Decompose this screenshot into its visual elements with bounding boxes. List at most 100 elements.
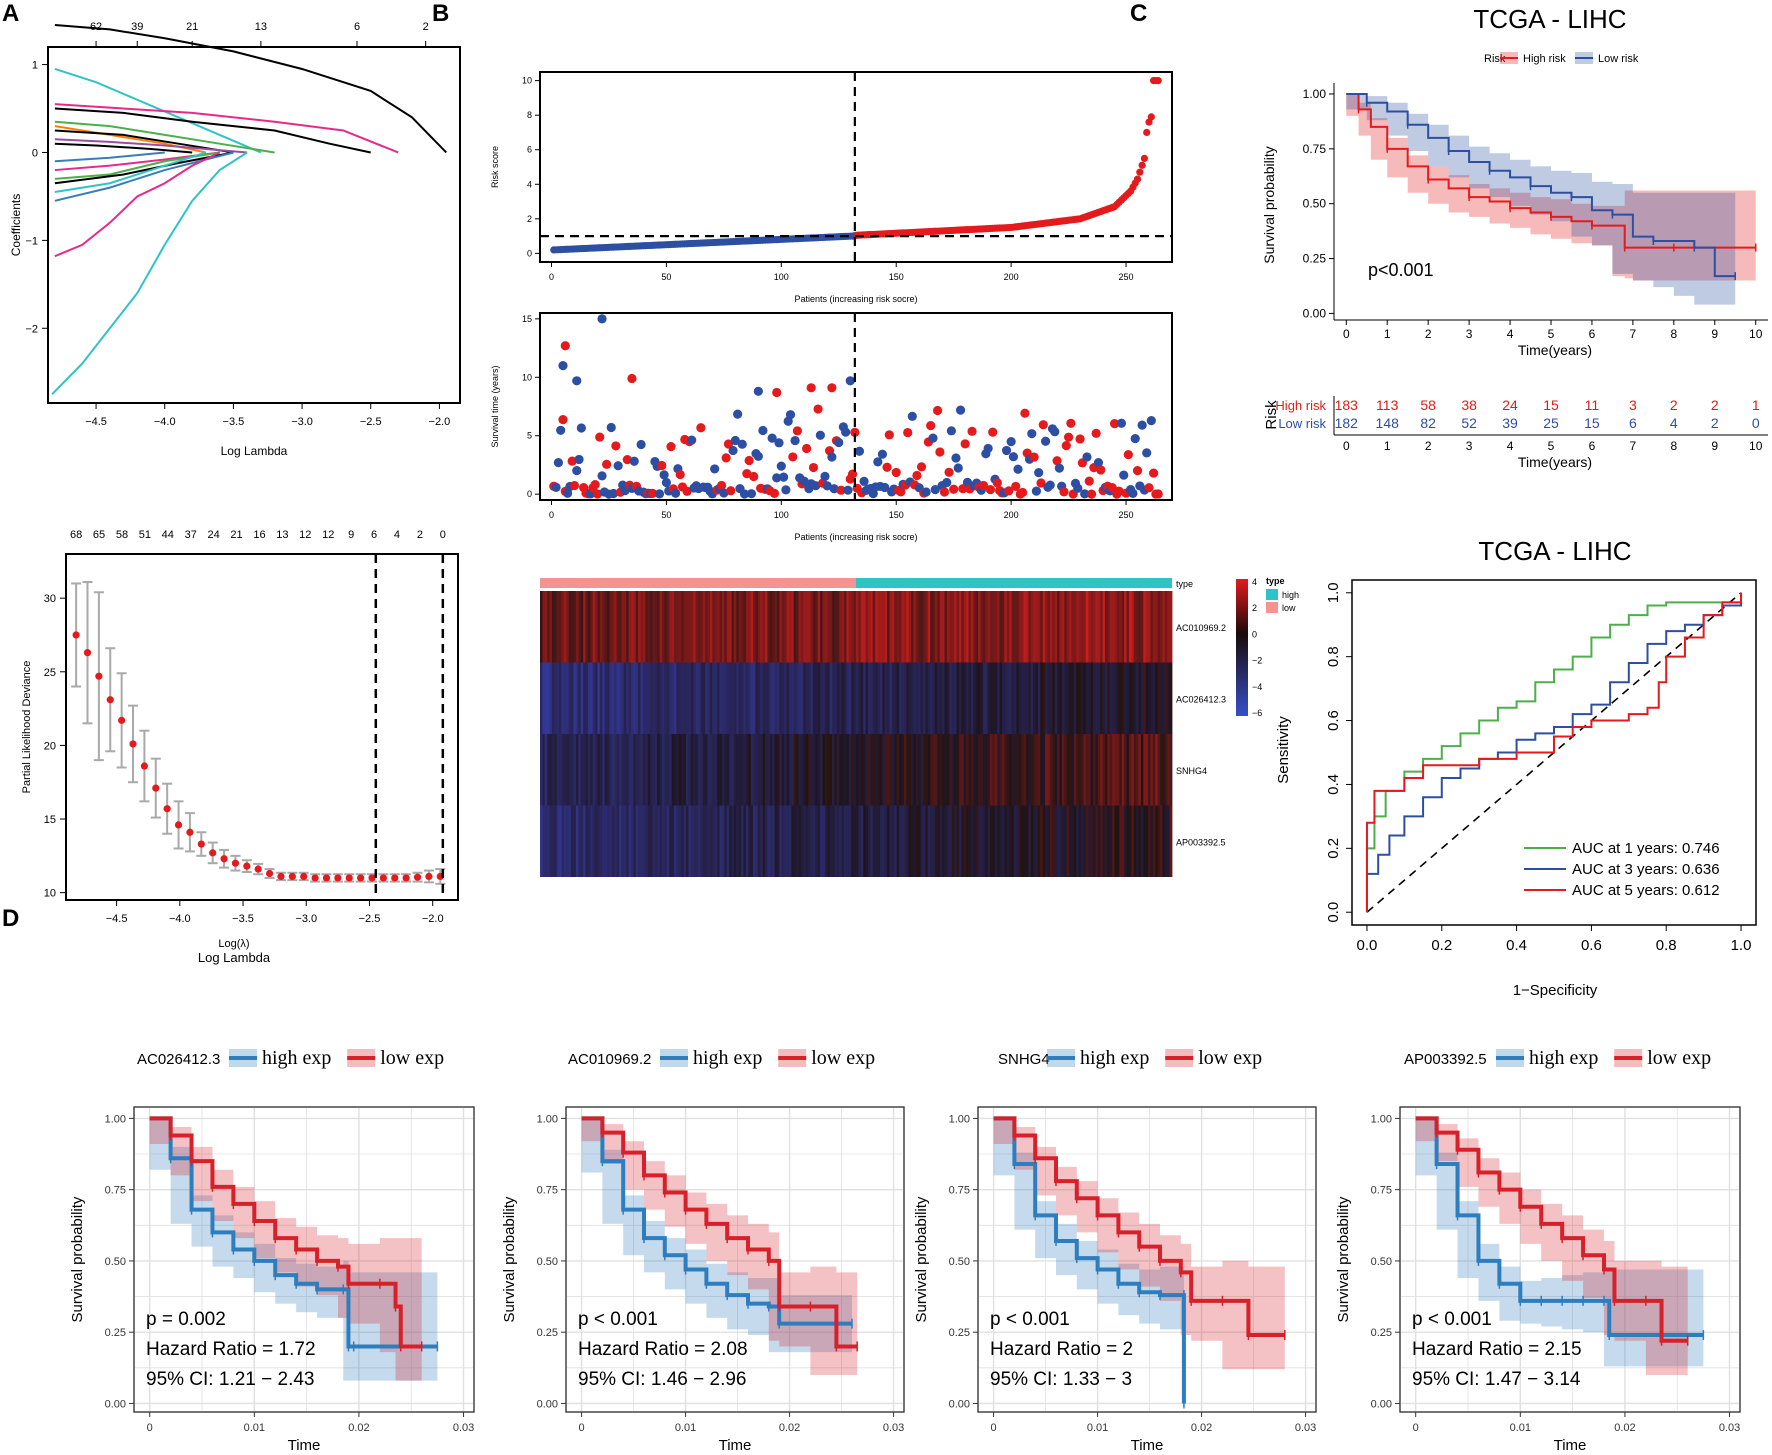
heatmap-cell (616, 662, 620, 734)
heatmap-cell (848, 591, 852, 663)
heatmap-cell (1140, 805, 1144, 877)
heatmap-cell (1160, 805, 1163, 877)
alive-point (820, 471, 830, 481)
heatmap-cell (970, 805, 974, 877)
heatmap-cell (580, 662, 584, 734)
heatmap-cell (968, 734, 972, 806)
row-label: AP003392.5 (1176, 837, 1226, 847)
heatmap-cell (700, 805, 704, 877)
heatmap-cell (573, 805, 577, 877)
x-tick-label: 0.6 (1581, 937, 1602, 954)
heatmap-cell (839, 734, 843, 806)
heatmap-cell (630, 805, 634, 877)
heatmap-cell (681, 591, 685, 663)
heatmap-cell (669, 591, 673, 663)
heatmap-cell (1069, 662, 1072, 734)
heatmap-cell (1140, 591, 1144, 663)
heatmap-cell (980, 591, 984, 663)
heatmap-cell (681, 662, 685, 734)
heatmap-cell (623, 805, 627, 877)
heatmap-cell (1016, 805, 1020, 877)
heatmap-cell (788, 734, 792, 806)
deviance-point (243, 862, 251, 870)
alive-point (746, 489, 757, 499)
heatmap-cell (951, 591, 955, 663)
coefficient-path (51, 151, 248, 395)
heatmap-cell (927, 734, 931, 806)
heatmap-cell (812, 591, 816, 663)
heatmap-cell (808, 662, 811, 734)
heatmap-cell (693, 805, 697, 877)
roc-curve (1365, 592, 1743, 913)
x-tick-label: 0 (549, 510, 554, 520)
heatmap-cell (623, 591, 627, 663)
hazard-ratio: Hazard Ratio = 2.08 (578, 1339, 748, 1360)
dead-point (949, 484, 959, 494)
x-tick-label: −3.0 (295, 913, 317, 925)
heatmap-cell (585, 805, 589, 877)
y-tick-label: 0.25 (105, 1327, 126, 1339)
plot-frame (539, 312, 1173, 501)
heatmap-cell (793, 662, 797, 734)
dead-point (1149, 468, 1159, 478)
alive-point (556, 425, 566, 435)
heatmap-cell (918, 662, 922, 734)
heatmap-cell (777, 805, 780, 877)
alive-point (843, 485, 853, 495)
heatmap-cell (903, 805, 907, 877)
heatmap-cell (642, 662, 646, 734)
heatmap-cell (853, 805, 857, 877)
heatmap-cell (851, 591, 855, 663)
heatmap-cell (547, 734, 550, 806)
plot-frame (47, 46, 461, 404)
top-tick-label: 2 (423, 21, 429, 33)
heatmap-cell (671, 805, 675, 877)
heatmap-cell (1047, 805, 1051, 877)
dead-point (682, 486, 692, 496)
heatmap-cell (918, 591, 922, 663)
heatmap-cell (863, 805, 866, 877)
heatmap-cell (578, 734, 582, 806)
heatmap-cell (1104, 591, 1108, 663)
heatmap-cell (882, 591, 886, 663)
x-tick-label: 8 (1670, 439, 1677, 453)
x-tick-label: 6 (1589, 439, 1596, 453)
heatmap-cell (1085, 662, 1089, 734)
dead-point (1096, 465, 1106, 475)
heatmap-cell (896, 662, 900, 734)
x-axis-label: Patients (increasing risk socre) (794, 294, 917, 304)
heatmap-cell (867, 662, 871, 734)
heatmap-cell (599, 734, 603, 806)
y-tick-label: 2 (527, 214, 532, 224)
heatmap-cell (1164, 734, 1168, 806)
heatmap-cell (1073, 805, 1077, 877)
heatmap-cell (683, 662, 687, 734)
heatmap-cell (824, 805, 828, 877)
heatmap-cell (559, 662, 562, 734)
alive-point (574, 454, 584, 465)
alive-point (822, 481, 832, 491)
heatmap-cell (774, 662, 778, 734)
heatmap-cell (1016, 734, 1020, 806)
dead-point (912, 470, 922, 481)
heatmap-cell (1100, 591, 1103, 663)
heatmap-cell (865, 734, 869, 806)
x-tick-label: 4 (1507, 327, 1514, 341)
heatmap-cell (777, 662, 780, 734)
deviance-point (163, 805, 171, 813)
heatmap-cell (796, 734, 799, 806)
heatmap-cell (781, 662, 785, 734)
heatmap-cell (650, 805, 653, 877)
heatmap-cell (1054, 591, 1058, 663)
heatmap-cell (578, 805, 582, 877)
heatmap-cell (640, 662, 644, 734)
dead-point (801, 443, 812, 454)
survival-point (558, 360, 568, 371)
heatmap-cell (628, 734, 632, 806)
dead-point (1084, 476, 1094, 486)
heatmap-cell (1088, 591, 1092, 663)
heatmap-cell (547, 805, 550, 877)
